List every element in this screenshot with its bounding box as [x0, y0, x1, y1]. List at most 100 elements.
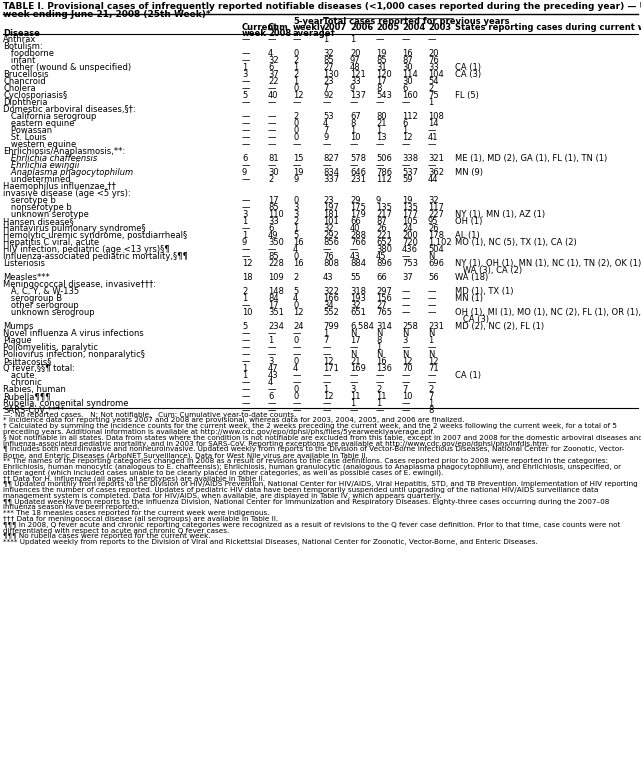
Text: Brucellosis: Brucellosis	[3, 70, 49, 79]
Text: 85: 85	[268, 203, 279, 212]
Text: 27: 27	[323, 63, 333, 72]
Text: 337: 337	[323, 175, 339, 184]
Text: —: —	[350, 245, 358, 254]
Text: 148: 148	[268, 287, 284, 296]
Text: 4: 4	[293, 294, 298, 303]
Text: —: —	[293, 371, 301, 380]
Text: MD (1), TX (1): MD (1), TX (1)	[455, 287, 513, 296]
Text: 8: 8	[376, 336, 381, 345]
Text: CA (1): CA (1)	[455, 371, 481, 380]
Text: Anaplasma phagocytophilum: Anaplasma phagocytophilum	[3, 168, 133, 177]
Text: 1,102: 1,102	[428, 238, 452, 247]
Text: —: —	[323, 371, 331, 380]
Text: 0: 0	[293, 357, 298, 366]
Text: 362: 362	[428, 168, 444, 177]
Text: 2006: 2006	[350, 23, 373, 32]
Text: Plague: Plague	[3, 336, 31, 345]
Text: 5: 5	[242, 91, 247, 100]
Text: 12: 12	[293, 308, 303, 317]
Text: —: —	[293, 399, 301, 408]
Text: CA (1): CA (1)	[455, 63, 481, 72]
Text: serotype b: serotype b	[3, 196, 56, 205]
Text: weekly: weekly	[293, 23, 326, 32]
Text: Hantavirus pulmonary syndrome§: Hantavirus pulmonary syndrome§	[3, 224, 146, 233]
Text: 17: 17	[268, 196, 279, 205]
Text: —: —	[402, 98, 410, 107]
Text: ¶¶¶ No rubella cases were reported for the current week.: ¶¶¶ No rubella cases were reported for t…	[3, 533, 211, 539]
Text: 29: 29	[350, 196, 360, 205]
Text: Cyclosporiasis§: Cyclosporiasis§	[3, 91, 67, 100]
Text: —: —	[323, 140, 331, 149]
Text: foodborne: foodborne	[3, 49, 54, 58]
Text: ¶¶ Updated weekly from reports to the Influenza Division, National Center for Im: ¶¶ Updated weekly from reports to the In…	[3, 499, 610, 504]
Text: Borne, and Enteric Diseases (ArboNET Surveillance). Data for West Nile virus are: Borne, and Enteric Diseases (ArboNET Sur…	[3, 452, 368, 458]
Text: 169: 169	[350, 364, 366, 373]
Text: 1: 1	[242, 63, 247, 72]
Text: 22: 22	[268, 77, 278, 86]
Text: other serogroup: other serogroup	[3, 301, 79, 310]
Text: —: —	[350, 406, 358, 415]
Text: —: —	[242, 385, 251, 394]
Text: 32: 32	[268, 56, 279, 65]
Text: 9: 9	[242, 168, 247, 177]
Text: —: —	[268, 119, 276, 128]
Text: 1: 1	[428, 336, 433, 345]
Text: 0: 0	[293, 84, 298, 93]
Text: 799: 799	[323, 322, 339, 331]
Text: 3: 3	[350, 385, 355, 394]
Text: —: —	[242, 112, 251, 121]
Text: —: —	[428, 287, 437, 296]
Text: —: —	[376, 140, 385, 149]
Text: MN (9): MN (9)	[455, 168, 483, 177]
Text: —: —	[242, 343, 251, 352]
Text: Anthrax: Anthrax	[3, 35, 37, 44]
Text: Rubella, congenital syndrome: Rubella, congenital syndrome	[3, 399, 128, 408]
Text: 884: 884	[350, 259, 366, 268]
Text: —: —	[323, 350, 331, 359]
Text: CA (3): CA (3)	[455, 70, 481, 79]
Text: 2003: 2003	[428, 23, 451, 32]
Text: 321: 321	[428, 154, 444, 163]
Text: 7: 7	[323, 336, 328, 345]
Text: 8: 8	[350, 119, 355, 128]
Text: —: —	[268, 161, 276, 170]
Text: 1: 1	[242, 371, 247, 380]
Text: 8: 8	[376, 84, 381, 93]
Text: 32: 32	[428, 196, 438, 205]
Text: —: —	[323, 161, 331, 170]
Text: FL (5): FL (5)	[455, 91, 479, 100]
Text: CA (3): CA (3)	[455, 315, 489, 324]
Text: 37: 37	[402, 273, 413, 282]
Text: —: —	[268, 35, 276, 44]
Text: 104: 104	[428, 70, 444, 79]
Text: —: —	[428, 308, 437, 317]
Text: —: —	[268, 84, 276, 93]
Text: unknown serotype: unknown serotype	[3, 210, 89, 219]
Text: —: —	[323, 406, 331, 415]
Text: N: N	[376, 329, 383, 338]
Text: —: —	[242, 252, 251, 261]
Text: Mumps: Mumps	[3, 322, 33, 331]
Text: N: N	[350, 329, 356, 338]
Text: 117: 117	[428, 203, 444, 212]
Text: Domestic arboviral diseases,§†:: Domestic arboviral diseases,§†:	[3, 105, 136, 114]
Text: 66: 66	[350, 217, 361, 226]
Text: 43: 43	[323, 273, 333, 282]
Text: 0: 0	[293, 126, 298, 135]
Text: 292: 292	[323, 231, 338, 240]
Text: —: —	[268, 112, 276, 121]
Text: 32: 32	[323, 224, 333, 233]
Text: 2: 2	[428, 385, 433, 394]
Text: 200: 200	[402, 231, 418, 240]
Text: 49: 49	[268, 231, 278, 240]
Text: Poliovirus infection, nonparalytic§: Poliovirus infection, nonparalytic§	[3, 350, 145, 359]
Text: 14: 14	[428, 119, 438, 128]
Text: —: —	[268, 126, 276, 135]
Text: 137: 137	[350, 91, 366, 100]
Text: 34: 34	[323, 301, 333, 310]
Text: —: —	[293, 406, 301, 415]
Text: 130: 130	[323, 70, 339, 79]
Text: —: —	[402, 252, 410, 261]
Text: —: —	[242, 98, 251, 107]
Text: 101: 101	[323, 217, 338, 226]
